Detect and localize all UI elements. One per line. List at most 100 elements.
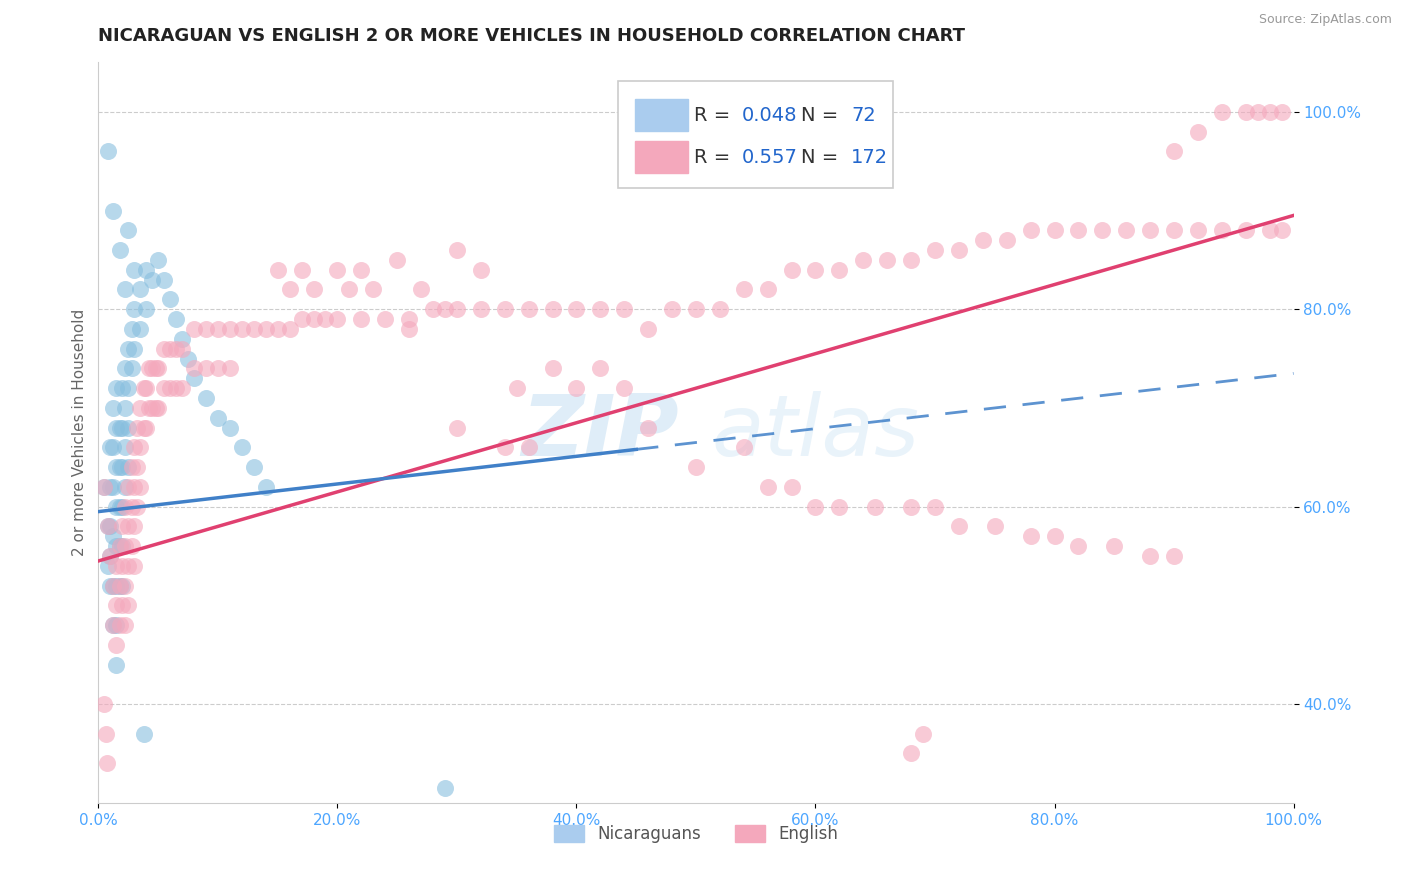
Point <box>121 460 143 475</box>
Point <box>243 322 266 336</box>
Point <box>121 500 143 514</box>
Point <box>434 780 457 795</box>
Point <box>114 579 136 593</box>
Point <box>195 361 218 376</box>
Point <box>159 293 181 307</box>
Point <box>804 262 827 277</box>
Point <box>98 549 122 563</box>
Point <box>900 500 922 514</box>
Point <box>108 579 131 593</box>
Point <box>111 460 134 475</box>
Text: NICARAGUAN VS ENGLISH 2 OR MORE VEHICLES IN HOUSEHOLD CORRELATION CHART: NICARAGUAN VS ENGLISH 2 OR MORE VEHICLES… <box>98 27 966 45</box>
Point <box>385 252 409 267</box>
Point <box>111 500 134 514</box>
Point <box>111 539 134 553</box>
Point <box>101 529 124 543</box>
Point <box>101 441 124 455</box>
Point <box>1139 549 1161 563</box>
Point <box>117 519 139 533</box>
Point <box>125 500 148 514</box>
Point <box>98 519 122 533</box>
Point <box>434 302 457 317</box>
Point <box>733 441 755 455</box>
Point <box>1019 529 1042 543</box>
Point <box>132 727 155 741</box>
Text: R =: R = <box>693 148 737 167</box>
Point <box>108 539 131 553</box>
Point <box>124 441 146 455</box>
Point <box>219 420 242 434</box>
Point <box>804 500 827 514</box>
Point <box>105 460 128 475</box>
Point <box>101 203 124 218</box>
Point <box>398 322 420 336</box>
Point <box>243 460 266 475</box>
Point <box>506 381 529 395</box>
Point <box>1234 223 1257 237</box>
Point <box>105 638 128 652</box>
Point <box>108 618 131 632</box>
Point <box>97 519 120 533</box>
Point <box>111 519 134 533</box>
Point <box>111 579 134 593</box>
Point <box>733 283 755 297</box>
Point <box>1067 539 1090 553</box>
Point <box>470 302 492 317</box>
Point <box>94 727 117 741</box>
Point <box>141 272 163 286</box>
Point <box>98 579 122 593</box>
Point <box>172 381 194 395</box>
Point <box>105 539 128 553</box>
Point <box>900 747 922 761</box>
Point <box>183 371 205 385</box>
Point <box>231 441 253 455</box>
Point <box>1258 104 1281 119</box>
Point <box>1163 223 1185 237</box>
Point <box>105 657 128 672</box>
Point <box>637 420 659 434</box>
Point <box>1043 223 1066 237</box>
Point <box>172 332 194 346</box>
Point <box>135 262 157 277</box>
Point <box>172 342 194 356</box>
Point <box>1271 223 1294 237</box>
Point <box>422 302 444 317</box>
Point <box>129 401 152 415</box>
Point <box>613 381 636 395</box>
Point <box>565 381 588 395</box>
Point <box>1139 223 1161 237</box>
FancyBboxPatch shape <box>636 99 688 131</box>
Point <box>111 381 134 395</box>
Point <box>1258 223 1281 237</box>
Point <box>183 361 205 376</box>
Point <box>995 233 1018 247</box>
Text: 72: 72 <box>852 105 876 125</box>
Point <box>291 262 314 277</box>
Point <box>1163 145 1185 159</box>
Text: N =: N = <box>801 148 845 167</box>
Point <box>97 519 120 533</box>
Point <box>101 579 124 593</box>
Point <box>114 480 136 494</box>
Point <box>159 381 181 395</box>
Point <box>117 599 139 613</box>
Point <box>98 480 122 494</box>
Point <box>207 322 229 336</box>
Point <box>117 342 139 356</box>
Point <box>124 480 146 494</box>
Point <box>141 401 163 415</box>
Point <box>117 480 139 494</box>
Point <box>117 460 139 475</box>
Point <box>924 500 946 514</box>
Point <box>148 361 170 376</box>
Point <box>363 283 385 297</box>
Point <box>589 302 612 317</box>
Point <box>108 539 131 553</box>
Text: 0.048: 0.048 <box>741 105 797 125</box>
Point <box>541 302 564 317</box>
Point <box>177 351 200 366</box>
Point <box>129 441 152 455</box>
Point <box>231 322 253 336</box>
Point <box>494 441 516 455</box>
Point <box>374 312 396 326</box>
